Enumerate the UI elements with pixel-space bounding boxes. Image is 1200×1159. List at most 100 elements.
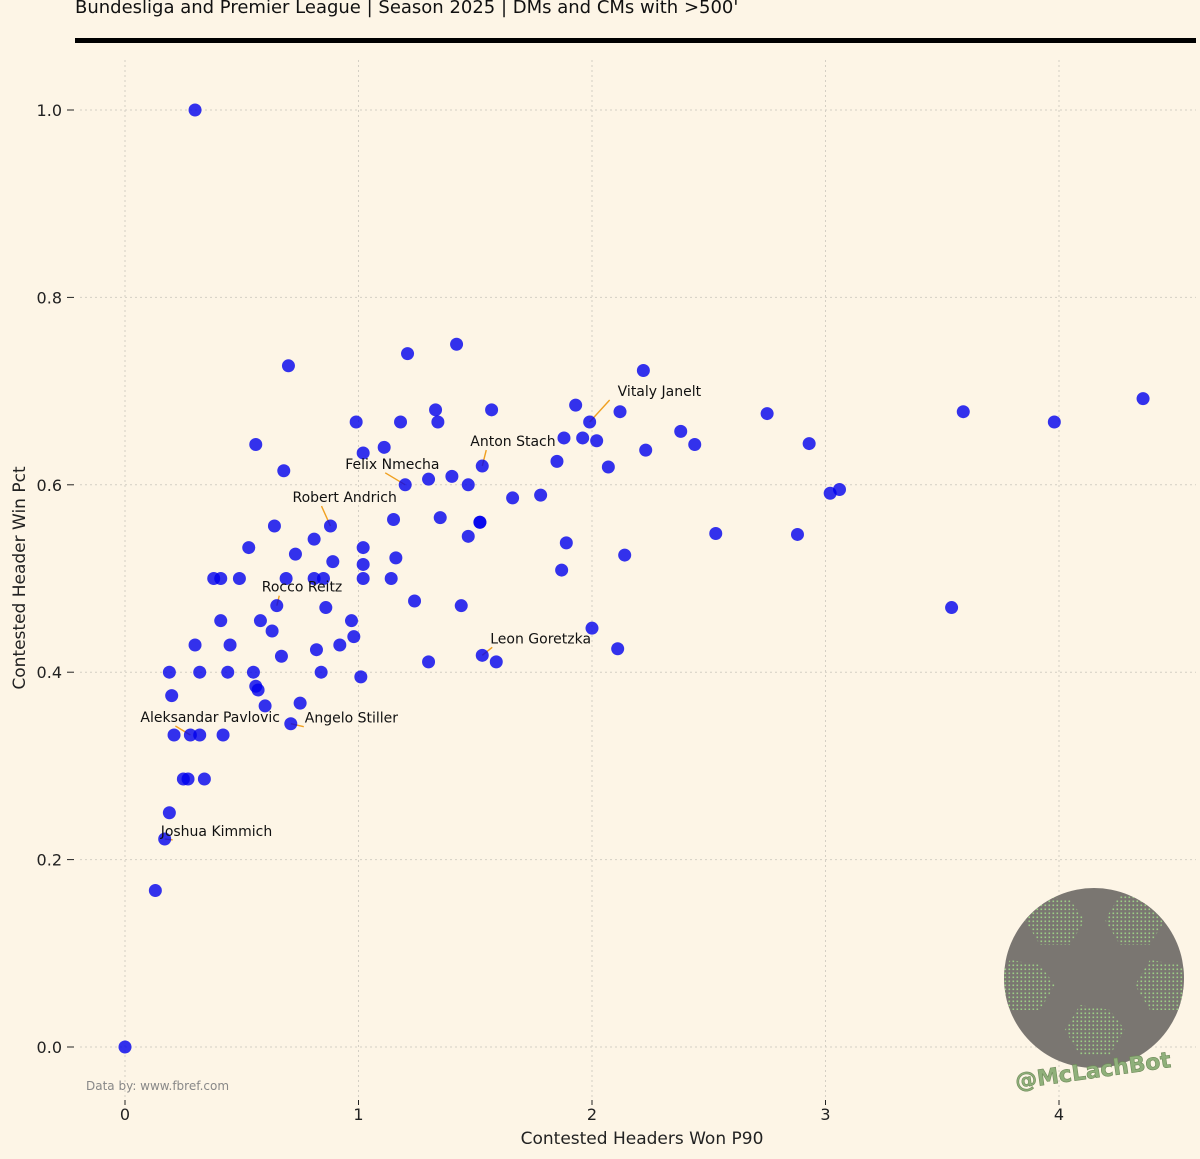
data-point [833,482,847,496]
data-point [158,832,172,846]
data-point [601,460,615,474]
data-point [583,415,597,429]
y-axis-label: Contested Header Win Pct [10,466,30,690]
data-point [265,624,279,638]
y-tick-label: 0.6 [37,476,62,495]
data-point [319,601,333,615]
data-point [277,464,291,478]
data-point [802,437,816,451]
data-point [309,643,323,657]
data-point [307,532,321,546]
annotation-label: Vitaly Janelt [618,384,702,400]
y-tick-label: 0.2 [37,851,62,870]
data-point [246,665,260,679]
data-point [489,655,503,669]
data-point [214,572,228,585]
data-point [267,519,281,533]
annotation-label: Felix Nmecha [345,457,439,473]
data-point [401,347,415,361]
data-point [790,527,804,541]
data-point [118,1040,132,1054]
data-point [557,431,571,445]
data-point [636,363,650,377]
annotation-label: Anton Stach [470,434,555,450]
data-point [475,459,489,473]
data-point [534,488,548,502]
data-point [454,599,468,613]
data-point [1136,392,1150,406]
data-point [611,642,625,656]
x-tick-label: 0 [120,1105,130,1124]
data-point [221,665,235,679]
data-point [590,434,604,448]
data-point [956,405,970,419]
data-point [445,469,459,483]
data-point [188,103,202,117]
data-point [639,443,653,457]
data-point [485,403,499,417]
data-point [356,446,370,460]
data-point [162,665,176,679]
data-point [550,454,564,468]
data-point [284,717,298,731]
data-point [274,649,288,663]
y-tick-label: 0.4 [37,663,62,682]
annotation-labels: Vitaly Janelt Anton Stach Felix Nmecha Robe… [140,384,701,840]
data-point [288,547,302,561]
data-point [709,527,723,541]
y-tick-label: 1.0 [37,101,62,120]
data-point [433,511,447,525]
data-point [316,572,330,585]
data-point [389,551,403,565]
annotation-label: Robert Andrich [292,490,396,506]
data-point [613,405,627,419]
data-point [688,438,702,452]
data-point [431,415,445,429]
axis-ticks: 0 1 2 3 4 0.0 0.2 0.4 0.6 0.8 1.0 [37,101,1065,1124]
data-point [945,601,959,615]
x-tick-label: 2 [587,1105,597,1124]
data-point [193,728,207,742]
data-point [193,665,207,679]
x-tick-label: 4 [1054,1105,1064,1124]
data-point [674,424,688,438]
data-point [356,572,370,585]
data-point [585,621,599,635]
data-point [242,541,256,555]
title-divider [75,38,1196,43]
data-point [559,536,573,550]
data-point [349,415,363,429]
data-point [167,728,181,742]
x-axis-label: Contested Headers Won P90 [521,1129,764,1149]
data-point [293,696,307,710]
annotation-label: Aleksandar Pavlovic [140,710,280,726]
data-point [354,670,368,684]
data-point [618,548,632,562]
data-point [576,431,590,445]
data-point [214,614,228,628]
data-point [188,638,202,652]
chart-title: Bundesliga and Premier League | Season 2… [75,0,739,18]
data-point [377,440,391,454]
data-point [461,478,475,492]
data-point [314,665,328,679]
data-point [148,884,162,898]
data-point [344,614,358,628]
data-point [356,557,370,571]
x-tick-label: 1 [353,1105,363,1124]
data-point [422,655,436,669]
data-point [326,555,340,569]
data-point [555,563,569,577]
data-point [422,472,436,486]
grid-lines [80,60,1196,1098]
data-point [281,359,295,373]
source-credit: Data by: www.fbref.com [86,1079,229,1093]
data-points [118,103,1150,1054]
data-point [473,515,487,529]
x-tick-label: 3 [820,1105,830,1124]
data-point [387,512,401,526]
data-point [249,438,263,452]
data-point [232,572,246,585]
data-point [384,572,398,585]
annotation-label: Joshua Kimmich [160,824,273,840]
